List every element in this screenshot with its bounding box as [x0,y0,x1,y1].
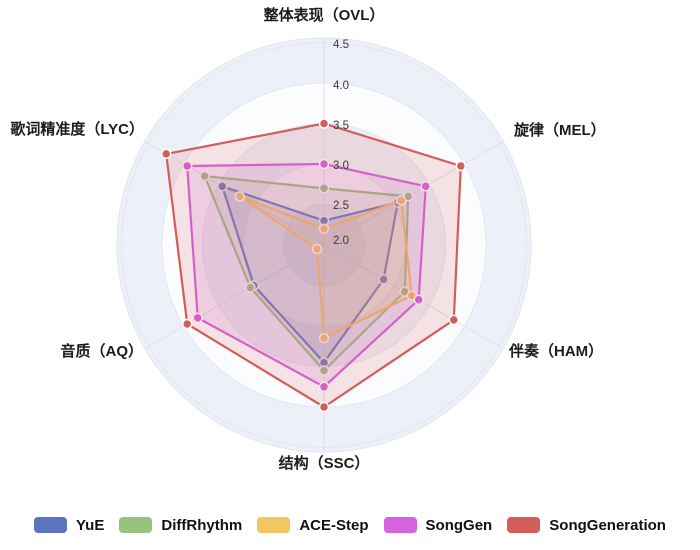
tick-label-2.0: 2.0 [333,235,349,247]
series-fill [239,196,412,339]
data-point [395,195,407,206]
data-point [318,365,330,376]
data-point [181,160,193,172]
legend-item-songgen[interactable]: SongGen [383,516,493,534]
data-point [192,312,203,324]
legend-label-songgeneration: SongGeneration [549,516,666,534]
legend-label-ace-step: ACE-Step [299,516,369,534]
grid-spoke [323,141,504,246]
tick-label-2.5: 2.5 [333,200,349,212]
grid-spoke [144,244,325,349]
data-point [413,294,424,305]
data-point [318,332,330,344]
grid-spoke [144,141,325,246]
legend-item-songgeneration[interactable]: SongGeneration [507,517,666,534]
legend-item-yue[interactable]: YuE [34,517,104,534]
series-SongGen [181,158,431,393]
series-fill [187,164,426,387]
axis-label-ssc: 结构（SSC） [279,454,370,472]
legend-label-songgen: SongGen [425,516,493,534]
data-point [448,314,460,326]
tick-label-3.0: 3.0 [333,160,349,172]
data-point [234,191,246,202]
data-point [217,181,228,192]
data-point [318,183,330,194]
radial-tick-labels: 2.0 2.5 3.0 3.5 4.0 4.5 [333,39,349,247]
tick-label-4.0: 4.0 [333,80,349,92]
legend-swatch-songgen [383,517,417,533]
data-point [318,381,330,393]
data-point [318,158,330,170]
data-point [199,170,210,182]
series-fill [222,186,398,363]
axis-label-lyc: 歌词精准度（LYC） [10,120,144,138]
tick-label-4.5: 4.5 [333,39,349,51]
radar-chart: 2.0 2.5 3.0 3.5 4.0 4.5 整体表现（OVL） 旋律（MEL… [10,6,666,534]
axis-name-labels: 整体表现（OVL） 旋律（MEL） 伴奏（HAM） 结构（SSC） 音质（AQ）… [10,6,605,472]
legend-swatch-ace-step [257,517,291,533]
series-SongGeneration [160,118,467,413]
legend: YuE DiffRhythm ACE-Step SongGen SongGene… [0,505,700,545]
legend-item-ace-step[interactable]: ACE-Step [257,517,368,534]
data-point [160,148,172,160]
axis-label-aq: 音质（AQ） [60,342,143,360]
data-point [311,243,323,255]
legend-swatch-diffrhythm [119,517,153,533]
axis-label-ovl: 整体表现（OVL） [264,6,385,24]
data-point [318,401,330,413]
series-ACE-Step [234,191,417,344]
data-point [318,118,330,129]
legend-swatch-songgeneration [507,517,541,533]
legend-item-diffrhythm[interactable]: DiffRhythm [119,517,242,534]
axis-label-mel: 旋律（MEL） [513,121,606,139]
legend-label-diffrhythm: DiffRhythm [161,516,243,534]
series-fill [166,123,461,407]
radar-chart-svg: 2.0 2.5 3.0 3.5 4.0 4.5 整体表现（OVL） 旋律（MEL… [10,6,605,472]
data-point [455,160,467,172]
axis-label-ham: 伴奏（HAM） [508,342,603,360]
tick-label-3.5: 3.5 [333,120,349,132]
legend-label-yue: YuE [76,516,105,534]
data-point [420,181,431,192]
legend-swatch-yue [34,517,67,533]
data-point [318,223,330,235]
data-point [181,318,193,330]
data-point [378,274,389,285]
data-point [245,282,256,293]
series-layer [160,118,467,413]
